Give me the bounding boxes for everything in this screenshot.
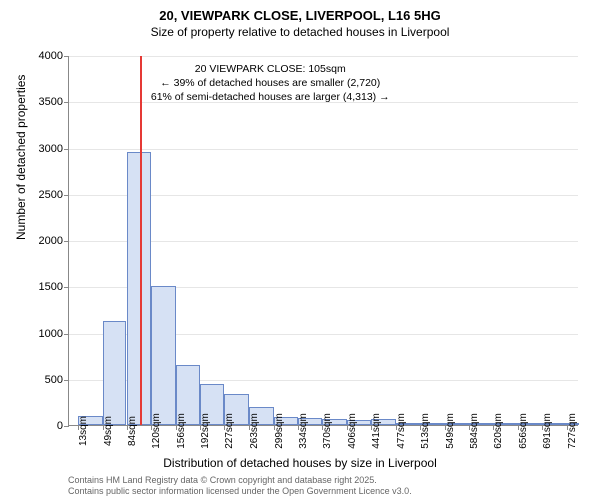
x-tick-label: 691sqm (542, 413, 553, 449)
x-tick-label: 299sqm (274, 413, 285, 449)
histogram-bar (103, 321, 127, 425)
y-tick-mark (64, 380, 69, 381)
y-tick-mark (64, 149, 69, 150)
chart-title: 20, VIEWPARK CLOSE, LIVERPOOL, L16 5HG (0, 8, 600, 23)
y-tick-label: 1500 (39, 281, 63, 293)
gridline (69, 149, 578, 150)
histogram-bar (151, 286, 176, 425)
x-tick-label: 84sqm (127, 416, 138, 446)
x-tick-label: 334sqm (298, 413, 309, 449)
y-tick-label: 0 (57, 420, 63, 432)
x-tick-label: 513sqm (420, 413, 431, 449)
y-tick-mark (64, 102, 69, 103)
chart-annotation: 20 VIEWPARK CLOSE: 105sqm← 39% of detach… (151, 62, 390, 105)
footer-line-2: Contains public sector information licen… (68, 486, 412, 498)
y-tick-label: 3000 (39, 143, 63, 155)
histogram-bar (127, 152, 152, 425)
x-tick-label: 584sqm (469, 413, 480, 449)
y-tick-label: 2500 (39, 189, 63, 201)
reference-line (140, 56, 142, 425)
x-tick-label: 227sqm (224, 413, 235, 449)
y-tick-mark (64, 56, 69, 57)
gridline (69, 56, 578, 57)
x-tick-label: 406sqm (347, 413, 358, 449)
x-tick-label: 549sqm (445, 413, 456, 449)
y-tick-mark (64, 195, 69, 196)
x-tick-label: 370sqm (322, 413, 333, 449)
chart-subtitle: Size of property relative to detached ho… (0, 25, 600, 39)
x-tick-label: 727sqm (567, 413, 578, 449)
x-axis-label: Distribution of detached houses by size … (0, 456, 600, 470)
x-tick-label: 120sqm (151, 413, 162, 449)
annotation-line: 61% of semi-detached houses are larger (… (151, 90, 390, 104)
chart-footer: Contains HM Land Registry data © Crown c… (68, 475, 412, 498)
annotation-line: 20 VIEWPARK CLOSE: 105sqm (151, 62, 390, 76)
x-tick-label: 49sqm (103, 416, 114, 446)
x-tick-label: 477sqm (396, 413, 407, 449)
footer-line-1: Contains HM Land Registry data © Crown c… (68, 475, 412, 487)
y-tick-mark (64, 287, 69, 288)
x-tick-label: 13sqm (78, 416, 89, 446)
x-tick-label: 156sqm (176, 413, 187, 449)
x-tick-label: 656sqm (518, 413, 529, 449)
x-tick-label: 263sqm (249, 413, 260, 449)
y-tick-mark (64, 241, 69, 242)
x-tick-label: 192sqm (200, 413, 211, 449)
chart-plot-area: 0500100015002000250030003500400013sqm49s… (68, 56, 578, 426)
y-tick-label: 1000 (39, 328, 63, 340)
y-axis-label: Number of detached properties (14, 75, 28, 240)
y-tick-label: 3500 (39, 96, 63, 108)
x-tick-label: 441sqm (371, 413, 382, 449)
annotation-line: ← 39% of detached houses are smaller (2,… (151, 76, 390, 90)
y-tick-label: 2000 (39, 235, 63, 247)
x-tick-label: 620sqm (493, 413, 504, 449)
y-tick-mark (64, 426, 69, 427)
y-tick-label: 500 (45, 374, 63, 386)
y-tick-label: 4000 (39, 50, 63, 62)
y-tick-mark (64, 334, 69, 335)
